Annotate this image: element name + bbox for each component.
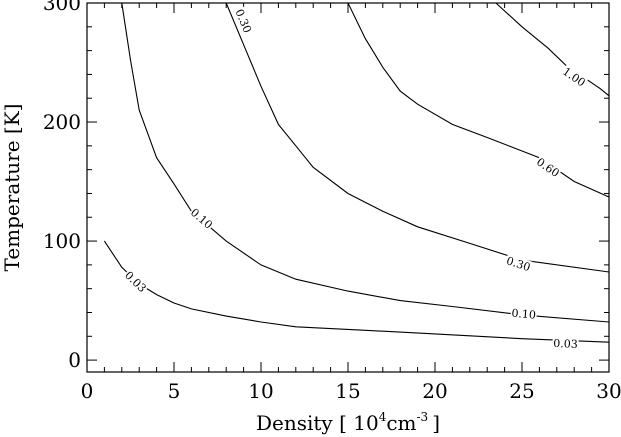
contour-line-0-60 bbox=[347, 2, 610, 198]
contour-label-background bbox=[188, 205, 216, 232]
contour-label: 0.30 bbox=[505, 254, 532, 274]
contour-label-background bbox=[560, 64, 589, 90]
x-axis-title-exponent-1: 4 bbox=[379, 410, 387, 424]
y-tick-label: 0 bbox=[68, 348, 81, 372]
y-tick-labels: 0 100 200 300 bbox=[43, 0, 81, 372]
x-tick-label: 10 bbox=[248, 379, 273, 403]
contour-line-0-03 bbox=[103, 240, 610, 343]
y-tick-label: 100 bbox=[43, 229, 81, 253]
x-tick-label: 30 bbox=[596, 379, 621, 403]
contour-label-background bbox=[552, 336, 579, 350]
x-tick-label: 15 bbox=[335, 379, 360, 403]
y-tick-label: 300 bbox=[43, 0, 81, 15]
x-tick-label: 5 bbox=[168, 379, 181, 403]
x-tick-label: 0 bbox=[81, 379, 94, 403]
x-tick-label: 25 bbox=[509, 379, 534, 403]
contour-lines bbox=[103, 2, 610, 343]
contour-labels: 0.030.030.100.100.300.300.601.00 bbox=[122, 6, 589, 351]
contour-line-0-30 bbox=[225, 2, 610, 273]
contour-line-1-00 bbox=[495, 2, 610, 97]
y-axis-title: Temperature [K] bbox=[0, 104, 24, 272]
x-axis-title-exponent-2: -3 bbox=[417, 410, 429, 424]
x-tick-label: 20 bbox=[422, 379, 447, 403]
contour-label-background bbox=[504, 254, 533, 274]
y-tick-label: 200 bbox=[43, 110, 81, 134]
plot-frame bbox=[86, 2, 610, 373]
contour-label: 0.03 bbox=[553, 337, 578, 351]
contour-label-background bbox=[510, 306, 538, 321]
x-tick-labels: 0 5 10 15 20 25 30 bbox=[81, 379, 621, 403]
contour-label: 0.03 bbox=[122, 269, 149, 295]
contour-label-background bbox=[534, 154, 563, 180]
contour-label: 0.10 bbox=[511, 307, 536, 322]
contour-line-0-10 bbox=[121, 2, 610, 323]
x-axis-title: Density [ 104cm-3] bbox=[256, 410, 440, 435]
x-axis-title-suffix: ] bbox=[432, 411, 440, 435]
contour-label: 0.30 bbox=[232, 7, 253, 35]
contour-label-background bbox=[233, 6, 255, 36]
contour-label-background bbox=[122, 268, 150, 295]
x-axis-title-prefix: Density [ 10 bbox=[256, 411, 379, 435]
x-axis-title-unit: cm bbox=[386, 411, 416, 435]
